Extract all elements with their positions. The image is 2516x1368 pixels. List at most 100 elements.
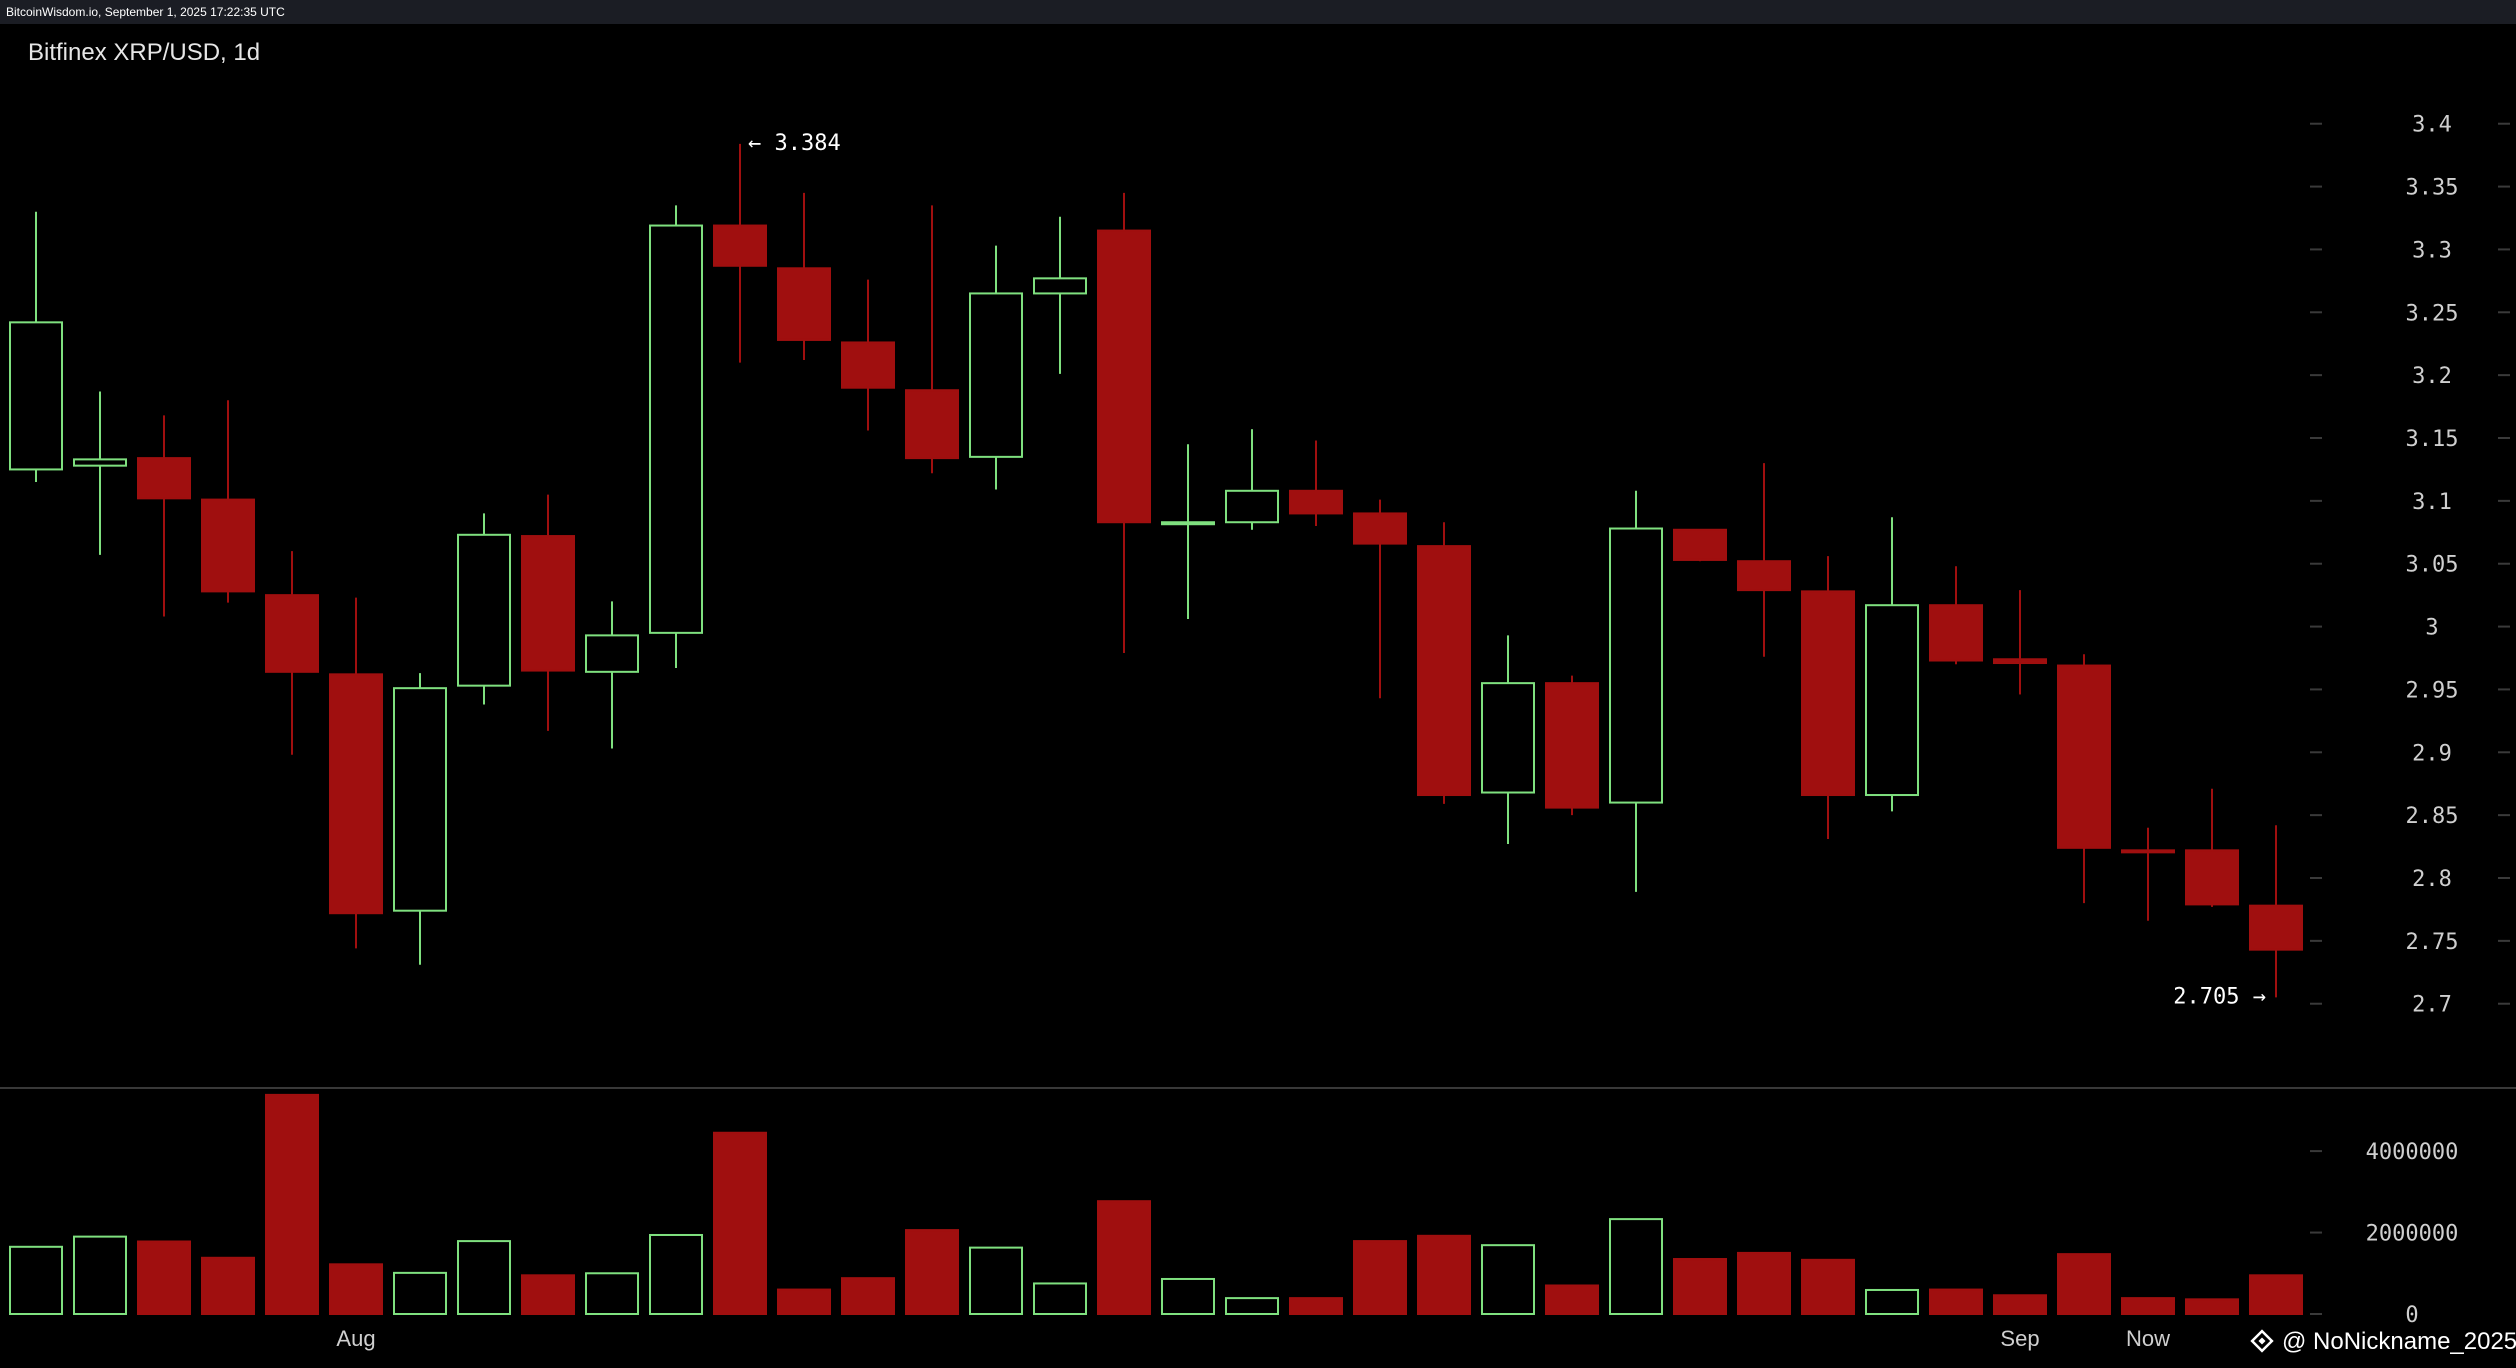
candle[interactable]	[969, 245, 1023, 490]
candle[interactable]	[1161, 444, 1215, 620]
candle[interactable]	[201, 400, 255, 603]
candle[interactable]	[73, 391, 127, 555]
volume-bar[interactable]	[713, 1131, 767, 1316]
volume-bar[interactable]	[777, 1288, 831, 1315]
candle[interactable]	[1097, 192, 1151, 653]
candle[interactable]	[1737, 463, 1791, 657]
candle-body	[457, 533, 511, 687]
candle[interactable]	[1289, 440, 1343, 526]
candle-body	[713, 224, 767, 267]
price-tick-label: 2.75	[2406, 930, 2459, 955]
candle[interactable]	[9, 211, 63, 482]
candle[interactable]	[713, 143, 767, 363]
candle-body	[841, 341, 895, 389]
candle[interactable]	[905, 205, 959, 474]
volume-bar[interactable]	[585, 1272, 639, 1315]
candle[interactable]	[329, 597, 383, 949]
candle[interactable]	[1481, 635, 1535, 845]
volume-bar[interactable]	[201, 1256, 255, 1316]
candle-body	[1737, 560, 1791, 592]
candle-body	[1289, 489, 1343, 515]
x-tick-label: Sep	[2000, 1326, 2039, 1351]
candle[interactable]	[393, 673, 447, 965]
candle[interactable]	[1417, 522, 1471, 804]
candle[interactable]	[2185, 788, 2239, 907]
candle[interactable]	[2249, 825, 2303, 998]
volume-bar[interactable]	[393, 1271, 447, 1316]
volume-bar[interactable]	[1097, 1200, 1151, 1315]
volume-bar[interactable]	[2057, 1253, 2111, 1315]
candle[interactable]	[1801, 556, 1855, 840]
volume-bar[interactable]	[1161, 1277, 1215, 1315]
source-timestamp: BitcoinWisdom.io, September 1, 2025 17:2…	[0, 0, 2516, 24]
volume-bar[interactable]	[1801, 1258, 1855, 1316]
volume-bar[interactable]	[2249, 1274, 2303, 1315]
candle[interactable]	[457, 513, 511, 705]
candle[interactable]	[1609, 490, 1663, 892]
volume-bar[interactable]	[1225, 1297, 1279, 1315]
volume-bar[interactable]	[1481, 1244, 1535, 1315]
volume-bar[interactable]	[9, 1245, 63, 1316]
volume-bar[interactable]	[1929, 1288, 1983, 1315]
low-annotation: 2.705 →	[2173, 984, 2266, 1009]
volume-bar[interactable]	[1737, 1251, 1791, 1315]
volume-bar[interactable]	[265, 1093, 319, 1316]
candle[interactable]	[841, 279, 895, 431]
candle[interactable]	[1225, 429, 1279, 530]
volume-bar[interactable]	[969, 1246, 1023, 1315]
volume-bar[interactable]	[329, 1263, 383, 1316]
volume-bar[interactable]	[73, 1235, 127, 1315]
candle[interactable]	[265, 551, 319, 755]
candle[interactable]	[585, 601, 639, 749]
candle[interactable]	[1545, 675, 1599, 816]
candlestick-chart[interactable]: 3.4 3.35 3.3 3.25 3.2 3.15 3.1 3.05 3 2.95 2.9 2.85…	[0, 24, 2516, 1368]
volume-tick-label: 2000000	[2366, 1222, 2459, 1247]
candle[interactable]	[1993, 590, 2047, 695]
price-tick-label: 3	[2425, 616, 2438, 641]
price-tick-label: 3.4	[2412, 113, 2452, 138]
candle[interactable]	[1865, 517, 1919, 812]
x-tick-label: Now	[2126, 1326, 2170, 1351]
volume-bar[interactable]	[1545, 1284, 1599, 1316]
x-axis: Aug Sep Now	[336, 1326, 2170, 1351]
volume-bar[interactable]	[1993, 1294, 2047, 1316]
volume-bar[interactable]	[1417, 1234, 1471, 1315]
price-tick-label: 3.25	[2406, 301, 2459, 326]
volume-bar[interactable]	[1033, 1282, 1087, 1316]
volume-bar[interactable]	[1353, 1240, 1407, 1315]
chart-area[interactable]: 3.4 3.35 3.3 3.25 3.2 3.15 3.1 3.05 3 2.95 2.9 2.85…	[0, 24, 2516, 1368]
volume-bar[interactable]	[2185, 1298, 2239, 1315]
price-tick-label: 2.9	[2412, 741, 2452, 766]
candle[interactable]	[1929, 566, 1983, 665]
price-tick-label: 2.85	[2406, 804, 2459, 829]
candle[interactable]	[1673, 528, 1727, 562]
candle[interactable]	[1033, 216, 1087, 374]
volume-bar[interactable]	[2121, 1297, 2175, 1315]
candle[interactable]	[137, 415, 191, 617]
volume-bar[interactable]	[841, 1277, 895, 1316]
volume-bar[interactable]	[521, 1274, 575, 1315]
candle-body	[9, 321, 63, 471]
volume-bar[interactable]	[457, 1240, 511, 1315]
candle-body	[201, 498, 255, 593]
candle[interactable]	[777, 192, 831, 361]
volume-bar[interactable]	[1289, 1297, 1343, 1315]
chart-title: Bitfinex XRP/USD, 1d	[28, 39, 260, 66]
price-axis: 3.4 3.35 3.3 3.25 3.2 3.15 3.1 3.05 3 2.95 2.9 2.85…	[2310, 113, 2510, 1018]
volume-bar[interactable]	[1865, 1288, 1919, 1316]
candles-layer	[9, 143, 2303, 998]
candle[interactable]	[649, 205, 703, 669]
candle[interactable]	[2121, 827, 2175, 921]
candle-body	[969, 292, 1023, 458]
volume-bar[interactable]	[137, 1240, 191, 1316]
volume-bar[interactable]	[1609, 1218, 1663, 1316]
candle[interactable]	[1353, 499, 1407, 699]
volume-bar[interactable]	[1673, 1258, 1727, 1316]
candle[interactable]	[2057, 654, 2111, 904]
volume-bar[interactable]	[905, 1229, 959, 1315]
high-annotation: ← 3.384	[748, 131, 841, 156]
volume-tick-label: 4000000	[2366, 1140, 2459, 1165]
volume-bar[interactable]	[649, 1233, 703, 1316]
annotations: ← 3.384 2.705 →	[748, 131, 2266, 1010]
candle[interactable]	[521, 494, 575, 731]
